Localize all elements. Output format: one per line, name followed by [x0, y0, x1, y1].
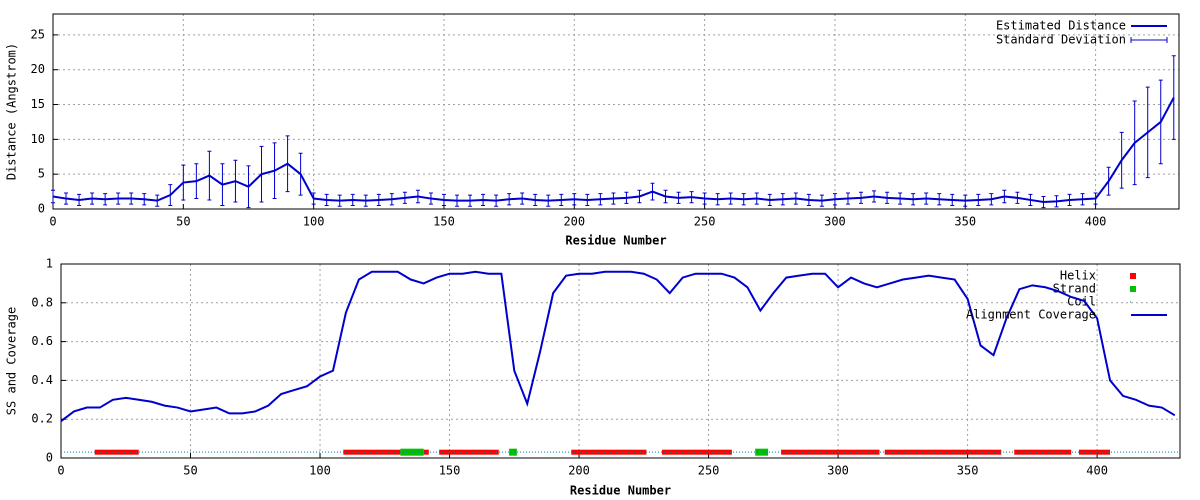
y-tick-label: 0: [38, 202, 45, 216]
ss-segment: [755, 448, 769, 456]
data-line: [60, 270, 1176, 422]
x-tick-label: 400: [1086, 464, 1108, 478]
ss-segment: [509, 448, 517, 456]
ss-segment: [439, 449, 499, 455]
legend-label: Estimated Distance: [996, 19, 1126, 33]
y-tick-label: 1: [46, 257, 53, 271]
x-tick-label: 100: [303, 215, 325, 229]
legend-label: Strand: [1053, 282, 1096, 296]
y-tick-label: 5: [38, 167, 45, 181]
ss-segment: [661, 449, 732, 455]
ss-segment: [781, 449, 880, 455]
y-tick-label: 0.8: [31, 295, 53, 309]
x-tick-label: 50: [176, 215, 190, 229]
y-tick-label: 0.2: [31, 412, 53, 426]
x-tick-label: 350: [957, 464, 979, 478]
x-tick-label: 150: [433, 215, 455, 229]
legend-swatch: [1130, 273, 1136, 279]
legend-label: Helix: [1060, 269, 1096, 283]
x-tick-label: 200: [568, 464, 590, 478]
legend-swatch: [1130, 301, 1131, 303]
x-axis-label: Residue Number: [565, 234, 666, 248]
x-tick-label: 350: [954, 215, 976, 229]
legend-swatch: [1130, 286, 1136, 292]
error-bar: [51, 189, 55, 204]
ss-segment: [423, 449, 429, 455]
plot-frame: [52, 13, 1180, 210]
ss-segment: [343, 449, 401, 455]
legend-label: Alignment Coverage: [966, 308, 1096, 322]
y-tick-label: 20: [31, 62, 45, 76]
x-tick-label: 100: [309, 464, 331, 478]
plot-frame: [60, 263, 1181, 459]
x-tick-label: 250: [698, 464, 720, 478]
error-bar: [1171, 55, 1176, 140]
legend-label: Standard Deviation: [996, 33, 1126, 47]
x-tick-label: 150: [439, 464, 461, 478]
x-tick-label: 300: [824, 215, 846, 229]
x-tick-label: 200: [563, 215, 585, 229]
y-tick-label: 25: [31, 27, 45, 41]
y-tick-label: 0.6: [31, 334, 53, 348]
data-line: [52, 97, 1175, 204]
ss-segment: [884, 449, 1002, 455]
x-tick-label: 400: [1085, 215, 1107, 229]
x-tick-label: 0: [49, 215, 56, 229]
y-tick-label: 15: [31, 97, 45, 111]
y-tick-label: 0.4: [31, 373, 53, 387]
y-axis-label: SS and Coverage: [5, 307, 19, 415]
legend-errorbar: [1130, 37, 1168, 43]
x-tick-label: 50: [183, 464, 197, 478]
ss-segment: [1078, 449, 1111, 455]
x-tick-label: 250: [694, 215, 716, 229]
x-tick-label: 0: [57, 464, 64, 478]
ss-segment: [94, 449, 139, 455]
ss-segment: [400, 448, 424, 456]
y-tick-label: 0: [46, 451, 53, 465]
x-axis-label: Residue Number: [570, 484, 671, 498]
x-tick-label: 300: [827, 464, 849, 478]
y-axis-label: Distance (Angstrom): [5, 43, 19, 180]
y-tick-label: 10: [31, 132, 45, 146]
ss-segment: [571, 449, 647, 455]
